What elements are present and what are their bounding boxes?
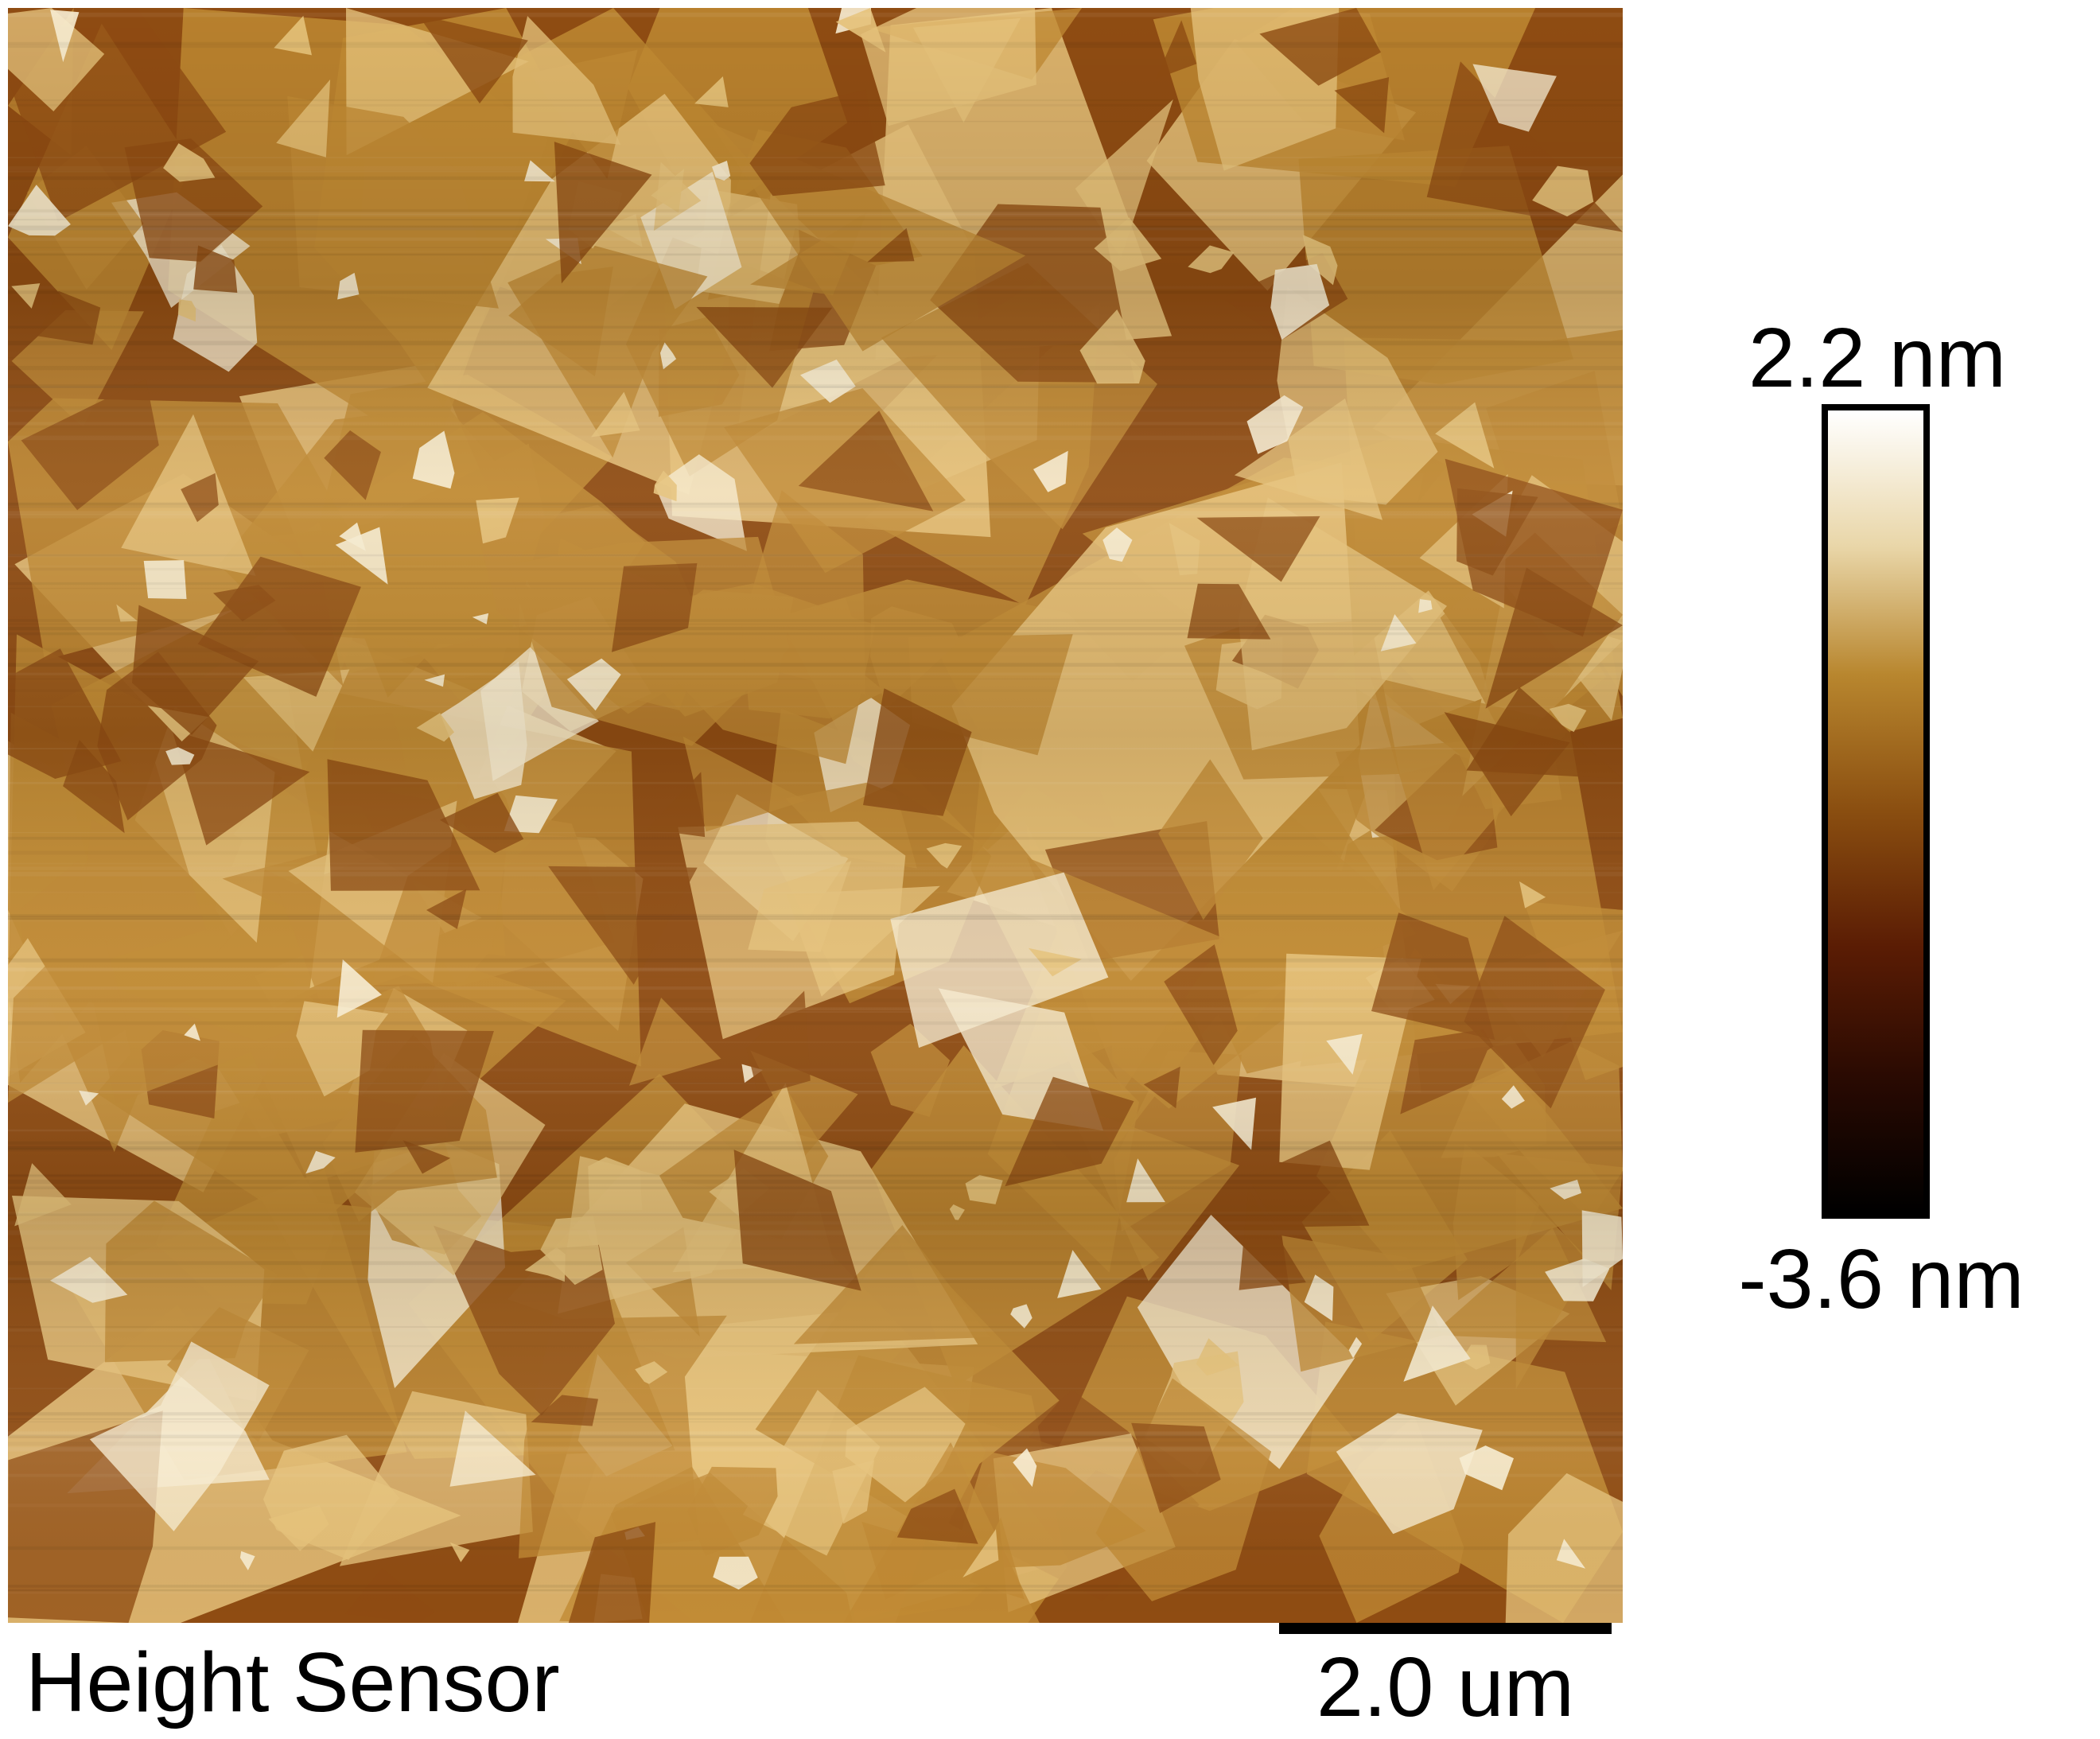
afm-height-map	[8, 8, 1623, 1623]
colorbar-max-label: 2.2 nm	[1748, 311, 2007, 405]
channel-label: Height Sensor	[25, 1636, 560, 1729]
height-colorbar	[1822, 404, 1930, 1219]
scale-bar-label: 2.0 um	[1316, 1640, 1575, 1734]
colorbar-min-label: -3.6 nm	[1738, 1232, 2024, 1326]
scale-bar	[1279, 1623, 1612, 1634]
band-shading	[8, 8, 1623, 1623]
